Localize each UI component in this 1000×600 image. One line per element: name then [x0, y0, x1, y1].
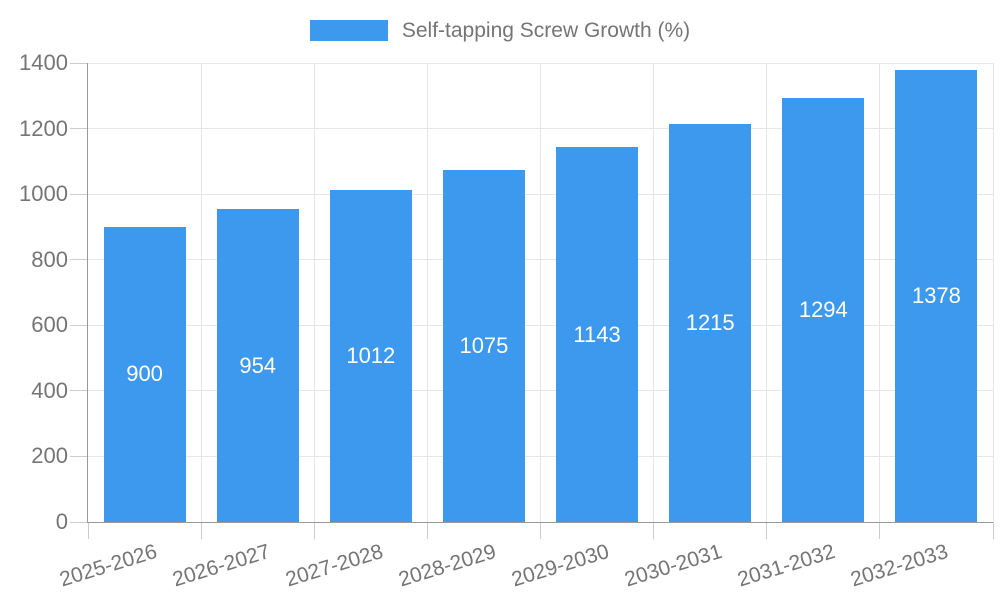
bar[interactable]: 900 — [103, 226, 186, 522]
y-tick-label: 1200 — [19, 115, 68, 141]
bar[interactable]: 1012 — [329, 190, 412, 522]
bar-value-label: 900 — [126, 361, 163, 387]
y-tick-label: 0 — [55, 509, 68, 534]
x-tick — [87, 522, 89, 539]
x-tick — [653, 522, 655, 539]
y-tick — [70, 521, 88, 523]
bar-value-label: 1378 — [911, 283, 961, 309]
legend-label: Self-tapping Screw Growth (%) — [401, 19, 691, 42]
y-tick-label: 800 — [31, 246, 68, 272]
x-tick — [540, 522, 541, 539]
x-tick — [992, 522, 994, 539]
bar-value-label: 1215 — [685, 309, 735, 335]
bar-value-label: 1012 — [346, 343, 396, 369]
x-tick — [200, 522, 202, 539]
x-grid-line — [653, 63, 655, 522]
x-tick — [313, 522, 315, 539]
x-axis-line — [87, 521, 993, 523]
y-tick — [70, 259, 88, 261]
bar-value-label: 1075 — [459, 332, 509, 358]
y-tick — [70, 390, 88, 392]
y-tick — [70, 193, 88, 195]
bar[interactable]: 1378 — [895, 70, 978, 522]
x-grid-line — [766, 63, 768, 522]
bar[interactable]: 954 — [216, 209, 299, 522]
bar[interactable]: 1215 — [669, 123, 752, 522]
bar[interactable]: 1294 — [782, 97, 865, 522]
legend-swatch — [309, 20, 388, 41]
y-tick — [70, 324, 88, 326]
x-grid-line — [540, 63, 541, 522]
bar[interactable]: 1143 — [556, 147, 639, 522]
y-tick-label: 600 — [31, 312, 68, 338]
x-grid-line — [992, 63, 994, 522]
legend[interactable]: Self-tapping Screw Growth (%) — [0, 19, 1000, 42]
y-tick-label: 1000 — [19, 181, 68, 207]
x-tick — [879, 522, 881, 539]
bar-value-label: 954 — [239, 352, 277, 378]
y-tick — [70, 62, 88, 64]
x-grid-line — [426, 63, 428, 522]
y-tick — [70, 128, 88, 130]
y-tick-label: 400 — [31, 377, 68, 403]
y-axis-line — [87, 63, 88, 523]
y-tick — [70, 455, 88, 457]
x-tick — [426, 522, 428, 539]
x-grid-line — [200, 63, 202, 522]
bar-value-label: 1143 — [573, 321, 621, 347]
x-grid-line — [313, 63, 315, 522]
bar[interactable]: 1075 — [442, 169, 525, 522]
y-tick-label: 1400 — [19, 50, 68, 75]
x-tick — [766, 522, 768, 539]
bar-value-label: 1294 — [798, 296, 848, 322]
y-tick-label: 200 — [31, 443, 68, 469]
x-grid-line — [879, 63, 881, 522]
